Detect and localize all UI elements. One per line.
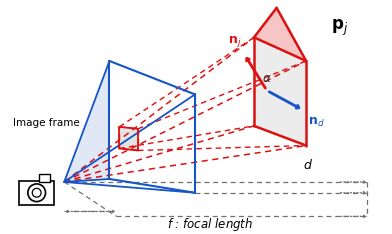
Text: $f$ : focal length: $f$ : focal length xyxy=(167,216,253,233)
Text: Image frame: Image frame xyxy=(13,118,80,128)
Circle shape xyxy=(32,188,41,197)
Text: $\alpha$: $\alpha$ xyxy=(262,72,272,85)
FancyBboxPatch shape xyxy=(19,181,54,205)
Circle shape xyxy=(28,184,45,202)
Polygon shape xyxy=(64,61,109,182)
Polygon shape xyxy=(254,8,306,61)
Polygon shape xyxy=(254,37,306,146)
Polygon shape xyxy=(119,127,138,150)
FancyBboxPatch shape xyxy=(39,174,51,182)
Text: $\mathbf{n}_d$: $\mathbf{n}_d$ xyxy=(308,116,325,129)
Text: $d$: $d$ xyxy=(303,158,313,172)
Text: $\mathbf{n}_j$: $\mathbf{n}_j$ xyxy=(228,34,241,49)
Text: $\mathbf{p}_j$: $\mathbf{p}_j$ xyxy=(331,18,348,38)
